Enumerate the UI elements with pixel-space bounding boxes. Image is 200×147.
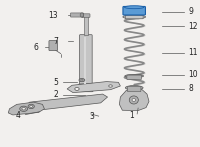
Text: 7: 7	[53, 37, 58, 46]
Text: 6: 6	[34, 42, 38, 52]
Ellipse shape	[125, 86, 143, 90]
Ellipse shape	[30, 106, 33, 107]
Ellipse shape	[123, 15, 146, 19]
Text: 12: 12	[188, 22, 198, 31]
FancyBboxPatch shape	[127, 75, 141, 80]
Text: 1: 1	[129, 111, 134, 120]
Ellipse shape	[79, 78, 85, 82]
Ellipse shape	[20, 106, 28, 111]
FancyBboxPatch shape	[80, 35, 92, 86]
FancyBboxPatch shape	[123, 6, 145, 15]
Text: 13: 13	[49, 11, 58, 20]
Polygon shape	[119, 88, 149, 111]
FancyBboxPatch shape	[49, 41, 58, 51]
FancyBboxPatch shape	[84, 16, 88, 35]
Text: 4: 4	[16, 111, 21, 120]
FancyBboxPatch shape	[70, 13, 83, 17]
Ellipse shape	[129, 96, 138, 104]
Ellipse shape	[132, 98, 136, 101]
Text: 5: 5	[53, 78, 58, 87]
FancyBboxPatch shape	[125, 15, 143, 19]
Ellipse shape	[125, 74, 144, 78]
Ellipse shape	[81, 79, 83, 81]
Ellipse shape	[125, 6, 144, 9]
Ellipse shape	[75, 87, 79, 90]
FancyBboxPatch shape	[84, 37, 86, 84]
FancyBboxPatch shape	[127, 86, 141, 92]
Text: 2: 2	[53, 90, 58, 99]
Ellipse shape	[28, 104, 34, 109]
Ellipse shape	[22, 108, 25, 110]
Polygon shape	[67, 82, 120, 93]
Text: 10: 10	[188, 70, 198, 80]
FancyBboxPatch shape	[79, 84, 93, 92]
Ellipse shape	[80, 13, 84, 17]
Ellipse shape	[109, 85, 112, 87]
FancyBboxPatch shape	[82, 14, 90, 17]
Text: 8: 8	[188, 84, 193, 93]
Polygon shape	[8, 102, 44, 115]
Text: 11: 11	[188, 48, 198, 57]
Text: 9: 9	[188, 7, 193, 16]
Polygon shape	[25, 94, 108, 111]
Text: 3: 3	[90, 112, 95, 121]
